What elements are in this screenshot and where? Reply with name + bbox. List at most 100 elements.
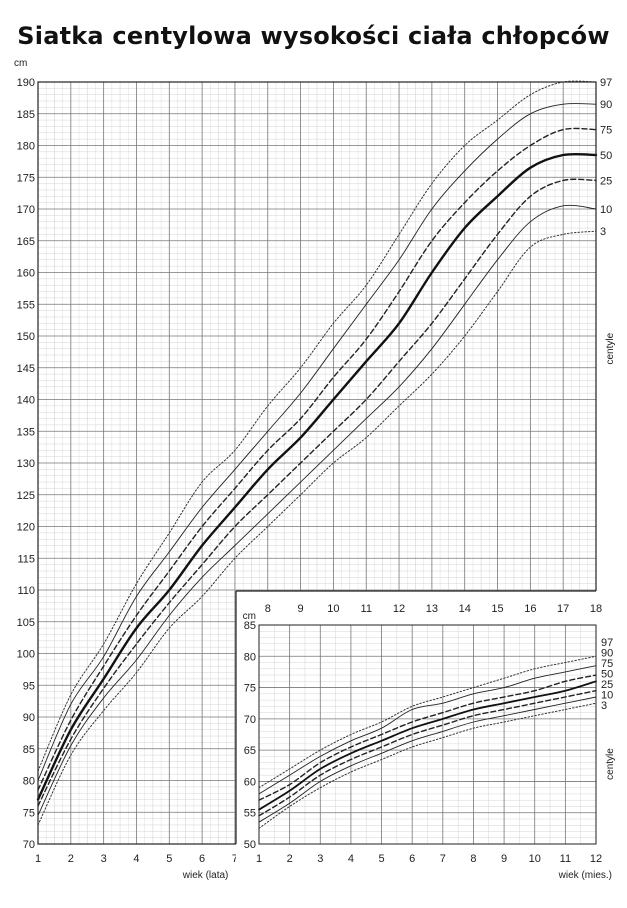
inset-plot-frame	[258, 624, 597, 845]
y-tick-label: 70	[23, 839, 35, 851]
inset-x-tick-label: 9	[501, 853, 507, 865]
inset-centile-label-p50: 50	[601, 669, 613, 681]
x-tick-label: 2	[68, 853, 74, 865]
series-line-p25	[37, 178, 597, 807]
x-tick-label-top: 11	[361, 603, 372, 615]
y-tick-label: 85	[23, 744, 35, 756]
y-tick-label: 160	[17, 268, 35, 280]
inset-x-tick-label: 5	[378, 853, 384, 865]
inset-series-line-p25	[258, 690, 597, 817]
y-tick-label: 105	[17, 617, 35, 629]
y-tick-label: 120	[17, 522, 35, 534]
x-tick-label: 1	[35, 853, 41, 865]
x-tick-label: 4	[133, 853, 139, 865]
inset-x-tick-label: 2	[287, 853, 293, 865]
y-tick-label: 185	[17, 109, 35, 121]
inset-x-tick-label: 8	[470, 853, 476, 865]
inset-centile-label-p3: 3	[601, 700, 607, 712]
series-line-p97	[37, 80, 597, 772]
inset-panel	[236, 591, 618, 891]
inset-y-tick-label: 75	[244, 683, 256, 695]
inset-x-tick-label: 4	[348, 853, 354, 865]
y-tick-label: 140	[17, 395, 35, 407]
x-tick-label: 6	[199, 853, 205, 865]
inset-series-line-p75	[258, 674, 597, 801]
page-title: Siatka centylowa wysokości ciała chłopcó…	[17, 22, 610, 50]
inset-y-tick-label: 50	[244, 839, 256, 851]
inset-x-tick-label: 11	[560, 853, 571, 865]
inset-series-line-p90	[258, 665, 597, 795]
y-tick-label: 180	[17, 141, 35, 153]
x-tick-label: 7	[232, 853, 238, 865]
x-tick-label-top: 15	[491, 603, 503, 615]
series-line-p3	[37, 230, 597, 826]
centile-axis-label: centyle	[605, 332, 616, 364]
x-tick-label-top: 17	[557, 603, 569, 615]
y-tick-label: 145	[17, 363, 35, 375]
inset-x-tick-label: 3	[317, 853, 323, 865]
y-tick-label: 75	[23, 807, 35, 819]
x-tick-label-top: 10	[327, 603, 339, 615]
y-axis-unit: cm	[14, 58, 27, 69]
x-tick-label-top: 14	[459, 603, 471, 615]
y-tick-label: 190	[17, 77, 35, 89]
x-tick-label-top: 12	[393, 603, 405, 615]
inset-y-tick-label: 60	[244, 776, 256, 788]
inset-y-tick-label: 70	[244, 714, 256, 726]
y-tick-label: 175	[17, 172, 35, 184]
centile-label-p10: 10	[600, 204, 612, 216]
inset-series-line-p97	[258, 655, 597, 789]
centile-label-p25: 25	[600, 175, 612, 187]
series-line-p90	[37, 103, 597, 781]
inset-x-tick-label: 7	[440, 853, 446, 865]
inset-series-line-p10	[258, 696, 597, 823]
x-tick-label-top: 9	[298, 603, 304, 615]
inset-y-tick-label: 55	[244, 808, 256, 820]
inset-series-line-p3	[258, 702, 597, 829]
y-tick-label: 90	[23, 712, 35, 724]
x-tick-label: 3	[101, 853, 107, 865]
centile-label-p90: 90	[600, 99, 612, 111]
inset-x-tick-label: 12	[590, 853, 602, 865]
main-chart-axes: 7075808590951001051101151201251301351401…	[14, 58, 616, 881]
inset-series-line-p50	[258, 680, 597, 811]
series-line-p10	[37, 204, 597, 816]
centile-label-p97: 97	[600, 77, 612, 89]
inset-x-tick-label: 10	[529, 853, 541, 865]
y-tick-label: 115	[17, 553, 35, 565]
inset-centile-label-p10: 10	[601, 690, 613, 702]
y-tick-label: 125	[17, 490, 35, 502]
inset-x-axis-label: wiek (mies.)	[558, 870, 612, 881]
series-line-p50	[36, 152, 598, 801]
x-tick-label-top: 8	[265, 603, 271, 615]
y-tick-label: 155	[17, 299, 35, 311]
inset-x-tick-label: 6	[409, 853, 415, 865]
main-chart-series	[36, 80, 598, 826]
y-tick-label: 135	[17, 426, 35, 438]
y-tick-label: 165	[17, 236, 35, 248]
y-tick-label: 170	[17, 204, 35, 216]
x-tick-label-top: 18	[590, 603, 602, 615]
x-tick-label-top: 16	[524, 603, 536, 615]
y-tick-label: 110	[17, 585, 35, 597]
y-tick-label: 150	[17, 331, 35, 343]
inset-centile-label-p75: 75	[601, 658, 613, 670]
y-tick-label: 130	[17, 458, 35, 470]
inset-x-tick-label: 1	[256, 853, 262, 865]
inset-y-tick-label: 80	[244, 651, 256, 663]
centile-label-p50: 50	[600, 150, 612, 162]
x-tick-label-top: 13	[426, 603, 438, 615]
inset-y-tick-label: 85	[244, 620, 256, 632]
inset-centile-axis-label: centyle	[605, 748, 616, 780]
inset-centile-label-p25: 25	[601, 679, 613, 691]
inset-centile-label-p90: 90	[601, 648, 613, 660]
inset-y-tick-label: 65	[244, 745, 256, 757]
centile-label-p3: 3	[600, 226, 606, 238]
centile-label-p75: 75	[600, 125, 612, 137]
inset-centile-label-p97: 97	[601, 637, 613, 649]
y-tick-label: 95	[23, 680, 35, 692]
y-tick-label: 100	[17, 649, 35, 661]
x-tick-label: 5	[166, 853, 172, 865]
series-line-p75	[37, 127, 597, 791]
